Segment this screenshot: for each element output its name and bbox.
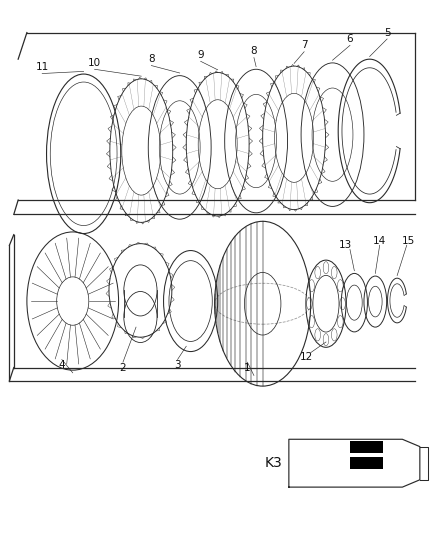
Text: 1: 1: [244, 362, 251, 373]
Text: 7: 7: [301, 41, 307, 50]
Text: 10: 10: [88, 58, 101, 68]
Text: 5: 5: [384, 28, 390, 38]
Text: 14: 14: [373, 236, 386, 246]
Text: 12: 12: [300, 352, 313, 362]
Text: 15: 15: [402, 236, 416, 246]
Bar: [350, 457, 383, 469]
Text: 11: 11: [35, 62, 49, 72]
Text: 2: 2: [120, 362, 126, 373]
Bar: [350, 441, 383, 453]
Text: 8: 8: [148, 54, 155, 64]
Text: 4: 4: [59, 360, 65, 370]
Text: 6: 6: [346, 34, 353, 44]
Text: 3: 3: [174, 360, 181, 370]
Text: 9: 9: [198, 50, 204, 60]
Text: 13: 13: [339, 240, 352, 250]
Text: 8: 8: [251, 46, 257, 56]
Text: K3: K3: [265, 456, 283, 470]
